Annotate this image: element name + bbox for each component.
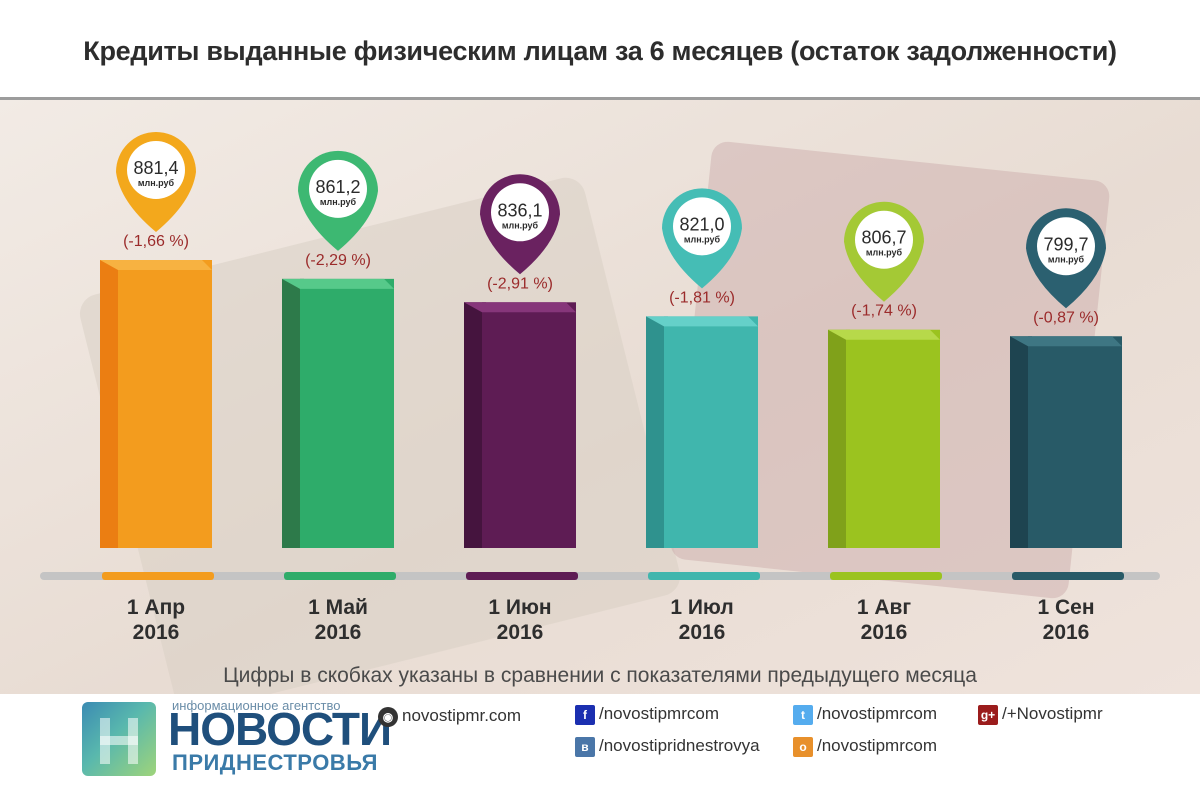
- bar-top: [100, 260, 212, 270]
- bar: [118, 260, 212, 548]
- category-year-label: 2016: [133, 621, 180, 644]
- unit-label: млн.руб: [866, 248, 903, 258]
- category-label: 1 Авг: [857, 596, 912, 619]
- logo-sub: ПРИДНЕСТРОВЬЯ: [172, 750, 378, 775]
- change-label: (-1,81 %): [669, 289, 735, 306]
- baseline-segment: [1012, 572, 1124, 580]
- bar: [846, 329, 940, 548]
- baseline-segment: [466, 572, 578, 580]
- bar-top: [646, 316, 758, 327]
- value-pin-inner: [127, 141, 185, 199]
- change-label: (-1,74 %): [851, 303, 917, 320]
- odnoklassniki-link[interactable]: o/novostipmrcom: [793, 736, 937, 757]
- value-pin-inner: [1037, 217, 1095, 276]
- googleplus-label: /+Novostipmr: [1002, 704, 1103, 723]
- vk-label: /novostipridnestrovya: [599, 736, 760, 755]
- facebook-icon: f: [575, 704, 595, 725]
- chart-note: Цифры в скобках указаны в сравнении с по…: [223, 664, 977, 687]
- facebook-link[interactable]: f/novostipmrcom: [575, 704, 719, 725]
- category-label: 1 Сен: [1037, 596, 1094, 619]
- change-label: (-2,91 %): [487, 275, 553, 292]
- site-link[interactable]: ◉ novostipmr.com: [378, 706, 521, 727]
- chart-title: Кредиты выданные физическим лицам за 6 м…: [83, 36, 1117, 66]
- category-label: 1 Июл: [670, 596, 733, 619]
- unit-label: млн.руб: [138, 178, 175, 188]
- value-pin-inner: [491, 183, 549, 242]
- twitter-link[interactable]: t/novostipmrcom: [793, 704, 937, 725]
- googleplus-icon: g+: [978, 704, 998, 725]
- category-year-label: 2016: [497, 621, 544, 644]
- bar-side: [828, 329, 850, 548]
- value-label: 881,4: [133, 158, 178, 178]
- vk-link[interactable]: в/novostipridnestrovya: [575, 736, 760, 757]
- bar-side: [100, 260, 122, 548]
- logo-agency: информационное агентство: [172, 698, 341, 713]
- bar-top: [282, 278, 394, 289]
- category-year-label: 2016: [1043, 621, 1090, 644]
- footer: информационное агентство НОВОСТИ ПРИДНЕС…: [0, 694, 1200, 800]
- unit-label: млн.руб: [1048, 254, 1085, 264]
- category-label: 1 Май: [308, 596, 368, 619]
- title-bar: Кредиты выданные физическим лицам за 6 м…: [0, 0, 1200, 100]
- globe-icon: ◉: [378, 706, 398, 727]
- category-label: 1 Июн: [488, 596, 551, 619]
- category-year-label: 2016: [861, 621, 908, 644]
- odnoklassniki-icon: o: [793, 736, 813, 757]
- logo-main: НОВОСТИ: [168, 703, 392, 755]
- value-label: 821,0: [679, 214, 724, 234]
- baseline-segment: [284, 572, 396, 580]
- change-label: (-0,87 %): [1033, 309, 1099, 326]
- twitter-icon: t: [793, 704, 813, 725]
- value-label: 799,7: [1043, 234, 1088, 254]
- bar-side: [282, 278, 304, 548]
- bar: [664, 316, 758, 548]
- bar: [300, 278, 394, 548]
- bar-top: [1010, 336, 1122, 347]
- value-pin-inner: [309, 159, 367, 218]
- value-label: 861,2: [315, 177, 360, 197]
- chart-area: Цифры в скобках указаны в сравнении с по…: [0, 100, 1200, 694]
- category-year-label: 2016: [315, 621, 362, 644]
- bar-side: [464, 302, 486, 548]
- googleplus-link[interactable]: g+/+Novostipmr: [978, 704, 1103, 725]
- value-pin-inner: [673, 197, 731, 256]
- logo-mark: [82, 702, 156, 776]
- baseline-segment: [648, 572, 760, 580]
- value-label: 836,1: [497, 200, 542, 220]
- site-label: novostipmr.com: [402, 706, 522, 725]
- bar-side: [646, 316, 668, 548]
- twitter-label: /novostipmrcom: [817, 704, 937, 723]
- change-label: (-1,66 %): [123, 233, 189, 250]
- facebook-label: /novostipmrcom: [599, 704, 719, 723]
- unit-label: млн.руб: [320, 197, 357, 207]
- value-pin-inner: [855, 210, 913, 269]
- unit-label: млн.руб: [684, 234, 721, 244]
- value-label: 806,7: [861, 228, 906, 248]
- category-year-label: 2016: [679, 621, 726, 644]
- category-label: 1 Апр: [127, 596, 185, 619]
- odnoklassniki-label: /novostipmrcom: [817, 736, 937, 755]
- unit-label: млн.руб: [502, 220, 539, 230]
- bar: [1028, 336, 1122, 548]
- bar-top: [828, 329, 940, 340]
- change-label: (-2,29 %): [305, 252, 371, 269]
- bar-side: [1010, 336, 1032, 548]
- bar-chart: Цифры в скобках указаны в сравнении с по…: [0, 100, 1200, 694]
- bar-top: [464, 302, 576, 313]
- baseline-segment: [102, 572, 214, 580]
- baseline-segment: [830, 572, 942, 580]
- vk-icon: в: [575, 736, 595, 757]
- bar: [482, 302, 576, 548]
